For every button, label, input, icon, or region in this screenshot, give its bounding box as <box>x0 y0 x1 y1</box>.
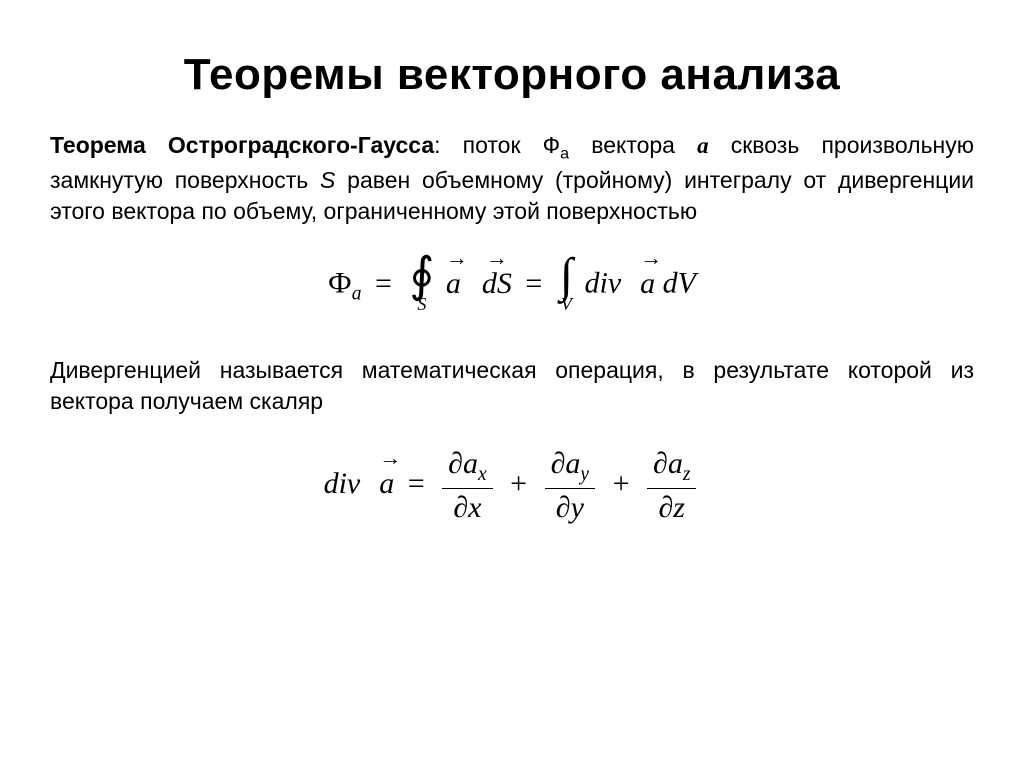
f2-px-d: ∂ <box>453 491 468 524</box>
f1-int-sym: ∫ <box>560 257 573 295</box>
f1-int: ∫ V <box>560 257 573 314</box>
t-vec-a: а <box>697 133 709 158</box>
f2-a: a <box>379 467 394 500</box>
f2-a-vec: → a <box>379 467 394 501</box>
f2-div: div <box>324 467 361 500</box>
sep: : <box>434 132 463 158</box>
theorem-paragraph: Теорема Остроградского-Гаусса: поток Фа … <box>50 130 974 227</box>
f2-pz-n: ∂ <box>653 447 668 480</box>
formula-1: Фa = ∮ S → a → dS = ∫ V div → <box>328 257 696 314</box>
f2-ay: a <box>565 447 580 480</box>
f1-a2-vec: → a <box>640 267 655 301</box>
f1-div: div <box>584 267 621 300</box>
f1-dS: dS <box>482 267 512 300</box>
t-p1: поток Ф <box>463 132 561 158</box>
f2-py-n: ∂ <box>551 447 566 480</box>
f2-az: a <box>668 447 683 480</box>
f1-oint-sym: ∮ <box>409 257 434 295</box>
f1-eq1: = <box>369 267 398 300</box>
f2-ax: a <box>463 447 478 480</box>
f2-plus2: + <box>607 467 636 500</box>
f1-dV: dV <box>663 267 696 300</box>
f2-plus1: + <box>504 467 533 500</box>
f1-oint: ∮ S <box>409 257 434 314</box>
f1-int-sub: V <box>560 294 573 315</box>
f1-phi: Ф <box>328 267 352 300</box>
f2-frac-y: ∂ay ∂y <box>545 447 595 525</box>
f1-a1-vec: → a <box>446 267 461 301</box>
f2-ax-sub: x <box>478 464 487 485</box>
f2-pz-d: ∂ <box>658 491 673 524</box>
formula-1-block: Фa = ∮ S → a → dS = ∫ V div → <box>50 257 974 314</box>
f1-phi-sub: a <box>352 284 362 305</box>
t-sub1: а <box>560 145 569 163</box>
slide: Теоремы векторного анализа Теорема Остро… <box>0 0 1024 767</box>
f2-eq: = <box>402 467 431 500</box>
f1-a2: a <box>640 267 655 300</box>
t-S: S <box>320 167 335 193</box>
t-p2: вектора <box>569 132 697 158</box>
formula-2: div → a = ∂ax ∂x + ∂ay ∂y + ∂az ∂z <box>324 447 701 525</box>
f1-dS-arrow: → <box>482 247 512 269</box>
formula-2-block: div → a = ∂ax ∂x + ∂ay ∂y + ∂az ∂z <box>50 447 974 525</box>
slide-title: Теоремы векторного анализа <box>50 50 974 100</box>
f2-dy: y <box>571 491 584 524</box>
f1-a2-arrow: → <box>640 247 655 269</box>
f2-a-arrow: → <box>379 447 394 469</box>
divergence-paragraph: Дивергенцией называется математическая о… <box>50 355 974 417</box>
f2-py-d: ∂ <box>556 491 571 524</box>
f2-dz: z <box>673 491 685 524</box>
f1-a1-arrow: → <box>446 247 461 269</box>
theorem-name: Теорема Остроградского-Гаусса <box>50 132 434 158</box>
f2-frac-z: ∂az ∂z <box>647 447 696 525</box>
f1-eq2: = <box>519 267 548 300</box>
f1-a1: a <box>446 267 461 300</box>
f2-az-sub: z <box>683 464 691 485</box>
f1-dS-vec: → dS <box>482 267 512 301</box>
f2-ay-sub: y <box>580 464 589 485</box>
f2-dx: x <box>468 491 481 524</box>
f2-px-n: ∂ <box>448 447 463 480</box>
f2-frac-x: ∂ax ∂x <box>442 447 492 525</box>
